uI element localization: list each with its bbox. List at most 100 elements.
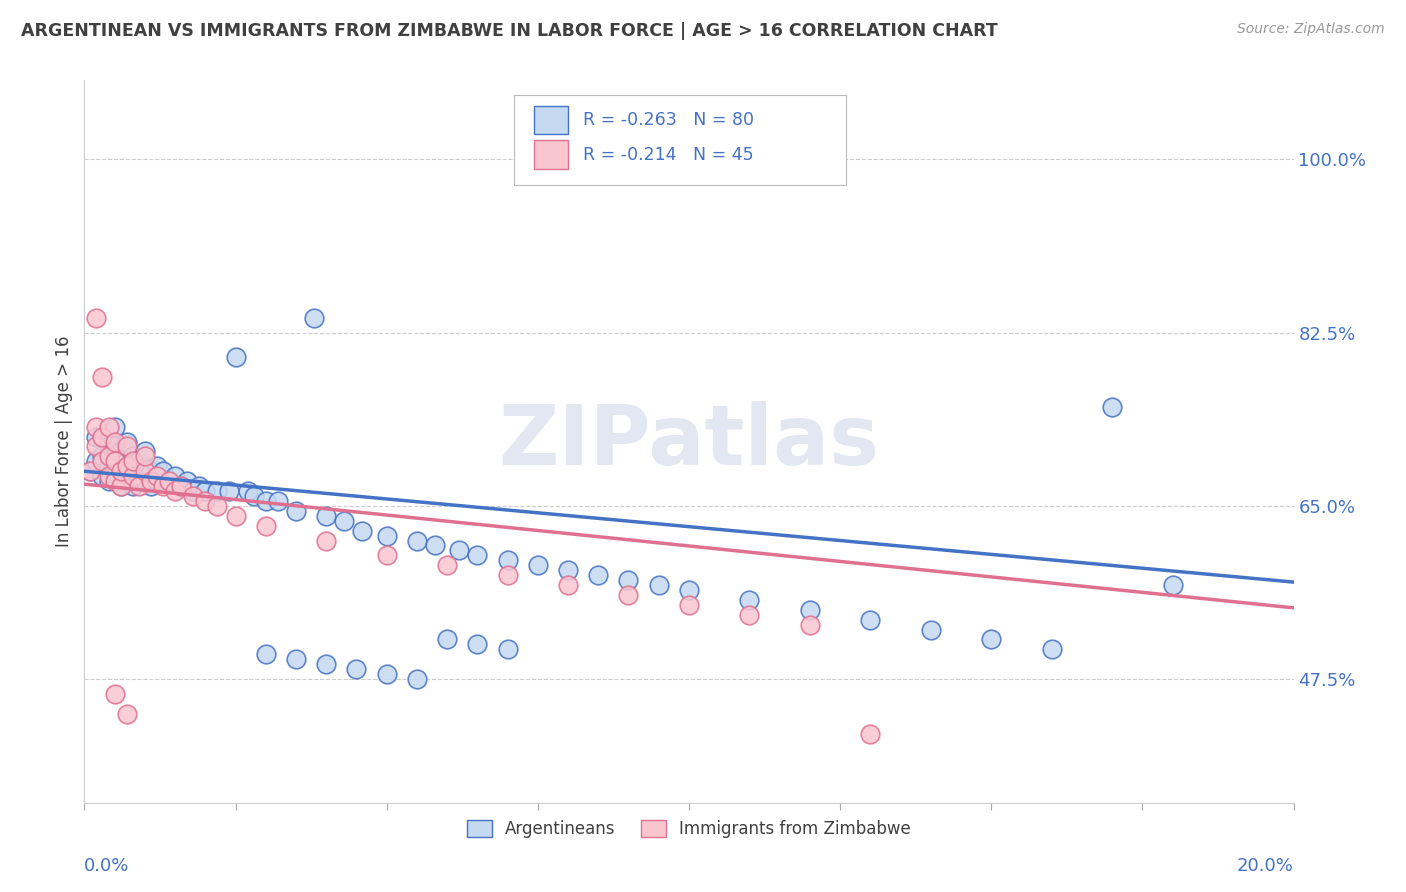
Point xyxy=(254,518,277,533)
Point xyxy=(267,494,290,508)
Point xyxy=(128,479,150,493)
Point xyxy=(134,459,156,474)
Point xyxy=(152,479,174,493)
FancyBboxPatch shape xyxy=(513,95,846,185)
Point xyxy=(121,454,143,468)
Point xyxy=(170,479,193,493)
Point xyxy=(104,454,127,468)
Point xyxy=(1040,642,1063,657)
Point xyxy=(139,474,162,488)
Point xyxy=(285,652,308,666)
Point xyxy=(375,667,398,681)
Point xyxy=(104,469,127,483)
Point xyxy=(97,474,120,488)
Point xyxy=(104,474,127,488)
FancyBboxPatch shape xyxy=(534,140,568,169)
Text: ZIPatlas: ZIPatlas xyxy=(499,401,879,482)
Point xyxy=(97,450,120,464)
Point xyxy=(333,514,356,528)
Point xyxy=(218,483,240,498)
Point xyxy=(115,454,138,468)
Point xyxy=(678,598,700,612)
Point xyxy=(104,419,127,434)
Point xyxy=(375,549,398,563)
Point xyxy=(1161,578,1184,592)
Point xyxy=(738,593,761,607)
Point xyxy=(146,459,169,474)
Point xyxy=(115,434,138,449)
Point xyxy=(104,454,127,468)
Point xyxy=(449,543,471,558)
Point xyxy=(86,419,108,434)
Point xyxy=(170,479,193,493)
Text: R = -0.214   N = 45: R = -0.214 N = 45 xyxy=(582,145,754,164)
Point xyxy=(315,508,337,523)
Point xyxy=(121,479,143,493)
Point xyxy=(315,657,337,672)
Point xyxy=(207,483,229,498)
Point xyxy=(110,464,132,478)
Text: 20.0%: 20.0% xyxy=(1237,857,1294,875)
Point xyxy=(375,528,398,542)
Point xyxy=(91,429,114,443)
Point xyxy=(86,429,108,443)
Point xyxy=(738,607,761,622)
Text: ARGENTINEAN VS IMMIGRANTS FROM ZIMBABWE IN LABOR FORCE | AGE > 16 CORRELATION CH: ARGENTINEAN VS IMMIGRANTS FROM ZIMBABWE … xyxy=(21,22,998,40)
Point xyxy=(128,469,150,483)
Point xyxy=(799,603,821,617)
Point xyxy=(139,479,162,493)
Point xyxy=(406,533,429,548)
Text: 0.0%: 0.0% xyxy=(84,857,129,875)
Point xyxy=(91,370,114,384)
Point xyxy=(152,464,174,478)
Point xyxy=(165,469,187,483)
Point xyxy=(134,444,156,458)
Point xyxy=(315,533,337,548)
Point xyxy=(406,672,429,686)
Point xyxy=(617,573,640,587)
Point xyxy=(110,479,132,493)
Point xyxy=(467,637,489,651)
Point xyxy=(302,310,325,325)
Point xyxy=(181,489,204,503)
Point xyxy=(352,524,374,538)
Point xyxy=(254,648,277,662)
Point xyxy=(617,588,640,602)
Point xyxy=(79,464,101,478)
Point xyxy=(115,440,138,454)
Point xyxy=(242,489,264,503)
Point xyxy=(557,563,579,577)
Point xyxy=(121,464,143,478)
Point xyxy=(146,474,169,488)
Point xyxy=(678,582,700,597)
Point xyxy=(91,429,114,443)
Point xyxy=(181,483,204,498)
Point xyxy=(207,499,229,513)
Point xyxy=(86,440,108,454)
Point xyxy=(110,464,132,478)
Text: Source: ZipAtlas.com: Source: ZipAtlas.com xyxy=(1237,22,1385,37)
Point xyxy=(134,464,156,478)
Point xyxy=(97,459,120,474)
Point xyxy=(527,558,550,573)
Point xyxy=(157,474,180,488)
Point xyxy=(79,464,101,478)
Point xyxy=(225,351,247,365)
Point xyxy=(1101,400,1123,414)
Point xyxy=(134,450,156,464)
Point xyxy=(104,434,127,449)
Point xyxy=(139,464,162,478)
Point xyxy=(97,419,120,434)
Point xyxy=(110,479,132,493)
FancyBboxPatch shape xyxy=(534,105,568,135)
Point xyxy=(648,578,671,592)
Point xyxy=(436,632,458,647)
Point xyxy=(188,479,211,493)
Legend: Argentineans, Immigrants from Zimbabwe: Argentineans, Immigrants from Zimbabwe xyxy=(460,814,918,845)
Y-axis label: In Labor Force | Age > 16: In Labor Force | Age > 16 xyxy=(55,335,73,548)
Point xyxy=(467,549,489,563)
Point xyxy=(285,504,308,518)
Point xyxy=(97,440,120,454)
Point xyxy=(194,483,217,498)
Point xyxy=(115,459,138,474)
